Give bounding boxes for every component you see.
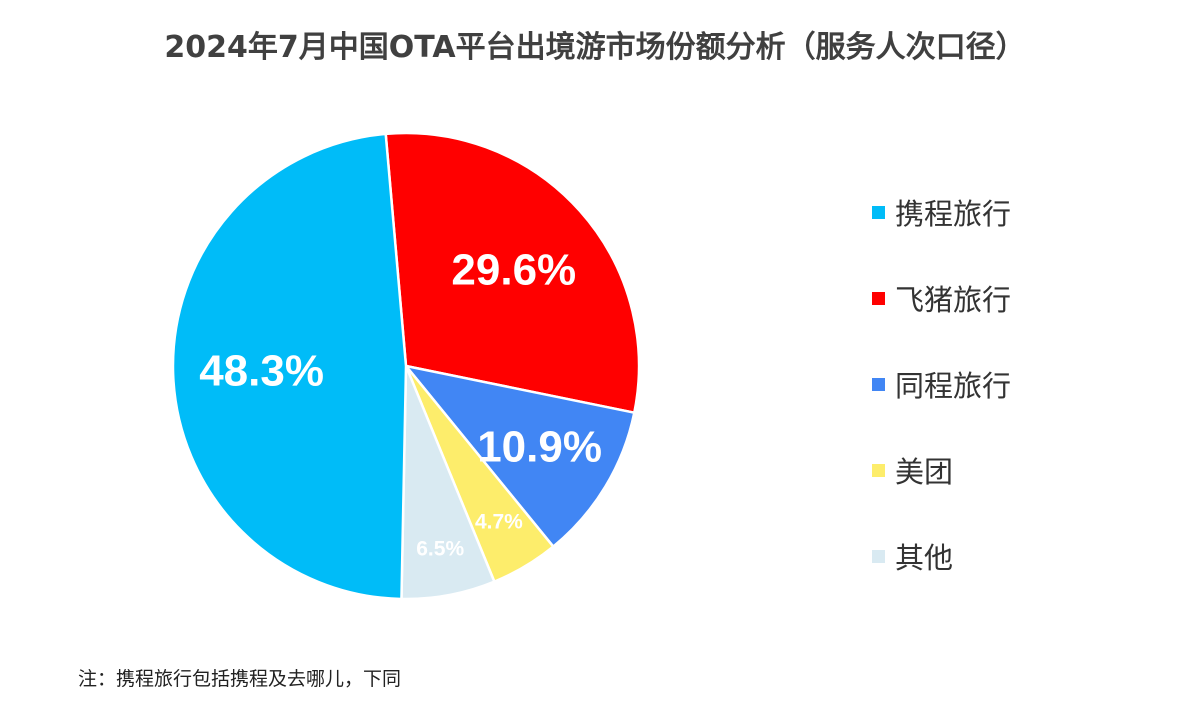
- legend-swatch: [872, 291, 885, 305]
- legend-swatch: [872, 205, 885, 219]
- legend-item-ctrip: 携程旅行: [872, 190, 1011, 234]
- legend-label: 携程旅行: [895, 197, 1012, 231]
- slice-ctrip: [171, 132, 408, 601]
- slice-fliggy: [384, 131, 641, 414]
- data-label-fliggy: 29.6%: [451, 245, 576, 294]
- legend-item-others: 其他: [872, 534, 953, 578]
- legend-item-tongcheng: 同程旅行: [872, 362, 1011, 406]
- data-label-meituan: 4.7%: [475, 511, 523, 534]
- legend-swatch: [872, 463, 885, 477]
- footnote: 注：携程旅行包括携程及去哪儿，下同: [78, 668, 402, 690]
- legend-label: 美团: [895, 455, 954, 489]
- legend-label: 飞猪旅行: [895, 283, 1012, 317]
- data-label-ctrip: 48.3%: [199, 346, 324, 395]
- data-label-tongcheng: 10.9%: [477, 422, 602, 471]
- chart-title: 2024年7月中国OTA平台出境游市场份额分析（服务人次口径）: [164, 30, 1026, 65]
- data-label-others: 6.5%: [416, 538, 464, 561]
- legend-item-meituan: 美团: [872, 448, 953, 492]
- legend-swatch: [872, 377, 885, 391]
- legend-label: 其他: [895, 541, 954, 575]
- legend-swatch: [872, 549, 885, 563]
- pie-chart: 29.6% 10.9% 4.7% 6.5% 48.3%: [171, 131, 641, 601]
- slice-tongcheng: [404, 364, 636, 548]
- legend-label: 同程旅行: [895, 369, 1012, 403]
- legend-item-fliggy: 飞猪旅行: [872, 276, 1011, 320]
